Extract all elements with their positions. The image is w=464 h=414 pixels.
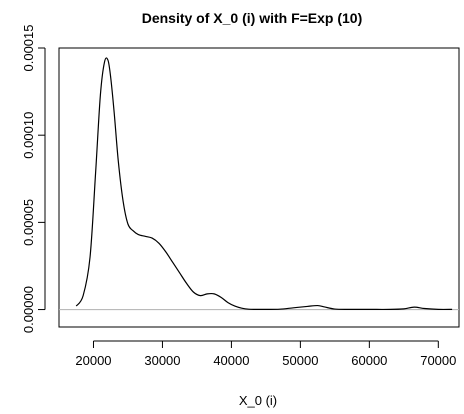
- x-tick-label: 60000: [351, 353, 387, 368]
- y-tick-label: 0.00010: [21, 112, 36, 159]
- plot-frame: [58, 47, 460, 328]
- y-tick-label: 0.00000: [21, 286, 36, 333]
- x-tick-label: 20000: [75, 353, 111, 368]
- x-tick-label: 40000: [213, 353, 249, 368]
- y-axis: 0.00000 0.00005 0.00010 0.00015: [21, 25, 46, 333]
- y-tick-label: 0.00005: [21, 199, 36, 246]
- x-tick-label: 50000: [282, 353, 318, 368]
- density-curve: [75, 57, 453, 311]
- x-tick-label: 30000: [144, 353, 180, 368]
- chart-title: Density of X_0 (i) with F=Exp (10): [142, 10, 363, 26]
- x-tick-label: 70000: [420, 353, 456, 368]
- x-axis-label: X_0 (i): [239, 393, 277, 408]
- y-tick-label: 0.00015: [21, 25, 36, 72]
- x-axis: 20000 30000 40000 50000 60000 70000: [75, 340, 456, 368]
